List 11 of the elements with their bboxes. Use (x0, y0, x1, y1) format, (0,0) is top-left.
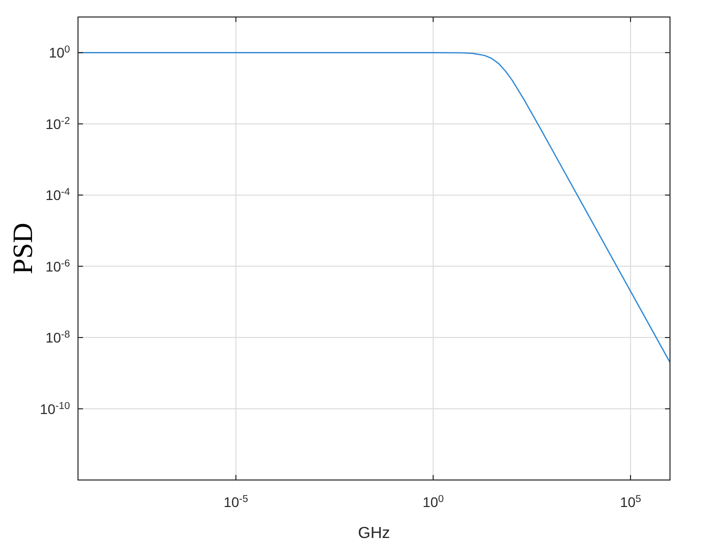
y-tick-label: 10$^{-10}$ (40, 400, 70, 417)
y-axis-title: PSD (8, 222, 39, 274)
y-tick-label: 10$^{-8}$ (45, 329, 70, 346)
y-tick-label: 10$^{0}$ (48, 44, 70, 61)
x-axis-title: GHz (358, 525, 390, 542)
x-tick-label: 10$^{5}$ (620, 494, 642, 510)
x-tick-label: 10$^{-5}$ (224, 494, 249, 510)
x-tick-label: 10$^{0}$ (422, 494, 444, 510)
y-tick-label: 10$^{-4}$ (45, 186, 70, 204)
y-tick-label: 10$^{-2}$ (45, 115, 70, 132)
y-tick-label: 10$^{-6}$ (45, 258, 70, 274)
